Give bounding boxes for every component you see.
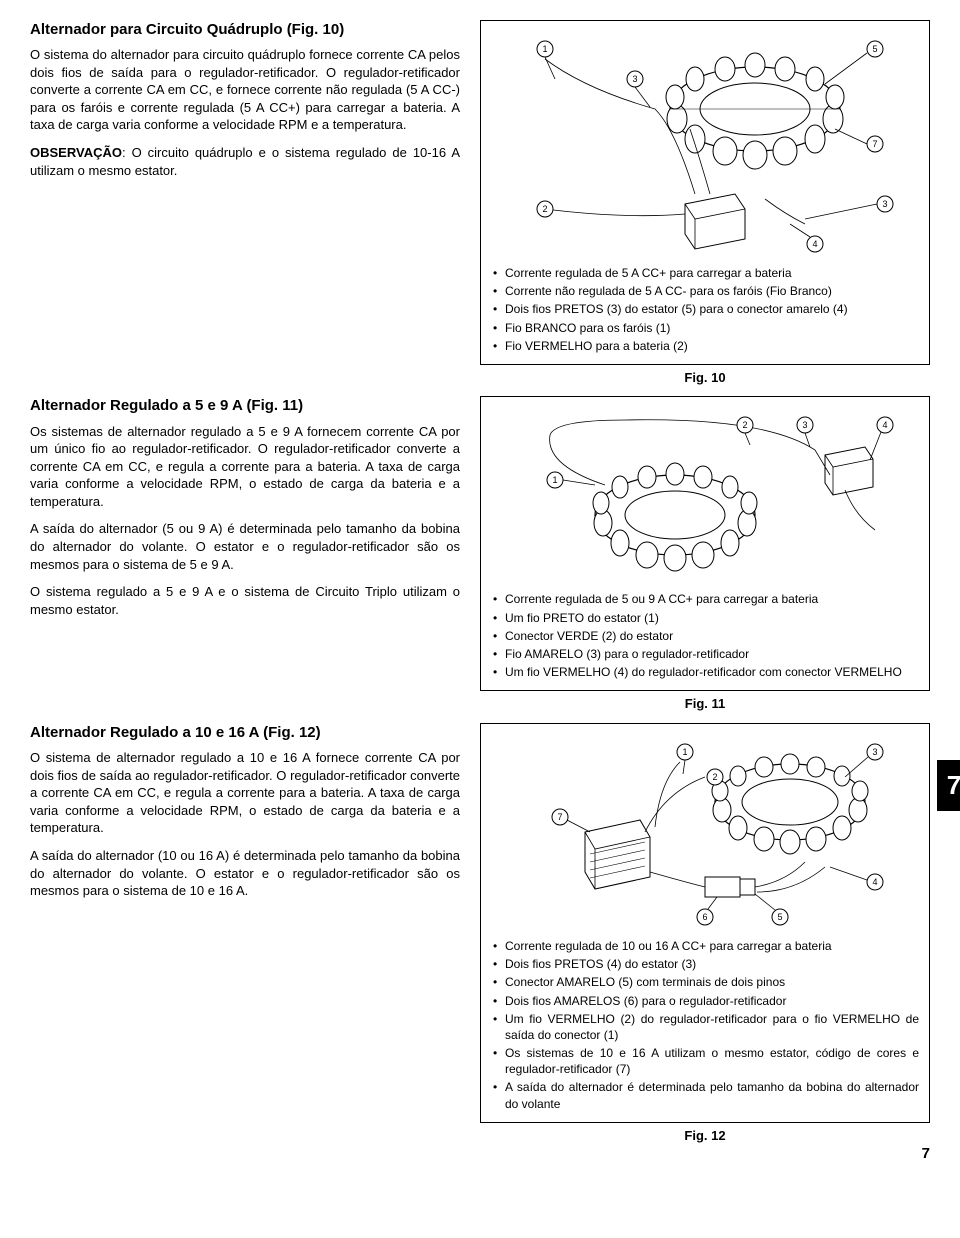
- fig12-bullets: Corrente regulada de 10 ou 16 A CC+ para…: [491, 938, 919, 1112]
- fig12-b5: Os sistemas de 10 e 16 A utilizam o mesm…: [491, 1045, 919, 1077]
- fig10-c5: 5: [872, 44, 877, 54]
- fig12-b0: Corrente regulada de 10 ou 16 A CC+ para…: [491, 938, 919, 954]
- section3-p1: O sistema de alternador regulado a 10 e …: [30, 749, 460, 837]
- section1-p1: O sistema do alternador para circuito qu…: [30, 46, 460, 134]
- fig10-b0: Corrente regulada de 5 A CC+ para carreg…: [491, 265, 919, 281]
- section2-text: Alternador Regulado a 5 e 9 A (Fig. 11) …: [30, 396, 460, 722]
- fig11-caption: Fig. 11: [480, 695, 930, 713]
- fig12-b1: Dois fios PRETOS (4) do estator (3): [491, 956, 919, 972]
- fig10-wrapper: 1 2 3 5 7 3 4 Corrente regulada de 5 A C…: [480, 20, 930, 396]
- fig11-c3: 3: [802, 420, 807, 430]
- fig10-b3: Fio BRANCO para os faróis (1): [491, 320, 919, 336]
- section2-title: Alternador Regulado a 5 e 9 A (Fig. 11): [30, 396, 460, 416]
- fig10-c2: 2: [542, 204, 547, 214]
- fig10-caption: Fig. 10: [480, 369, 930, 387]
- fig12-c4: 4: [872, 877, 877, 887]
- section2-p1: Os sistemas de alternador regulado a 5 e…: [30, 423, 460, 511]
- row-section1: Alternador para Circuito Quádruplo (Fig.…: [30, 20, 930, 396]
- section3-title: Alternador Regulado a 10 e 16 A (Fig. 12…: [30, 723, 460, 743]
- fig12-caption: Fig. 12: [480, 1127, 930, 1145]
- fig12-b3: Dois fios AMARELOS (6) para o regulador-…: [491, 993, 919, 1009]
- section3-p2: A saída do alternador (10 ou 16 A) é det…: [30, 847, 460, 900]
- fig10-diagram: 1 2 3 5 7 3 4: [505, 29, 905, 259]
- section1-title: Alternador para Circuito Quádruplo (Fig.…: [30, 20, 460, 40]
- fig12-b6: A saída do alternador é determinada pelo…: [491, 1079, 919, 1111]
- fig11-box: 1 2 3 4 Corrente regulada de 5 ou 9 A CC…: [480, 396, 930, 691]
- section-tab: 7C: [937, 760, 960, 811]
- section1-note: OBSERVAÇÃO: O circuito quádruplo e o sis…: [30, 144, 460, 179]
- section2-p3: O sistema regulado a 5 e 9 A e o sistema…: [30, 583, 460, 618]
- fig10-bullets: Corrente regulada de 5 A CC+ para carreg…: [491, 265, 919, 354]
- fig11-wrapper: 1 2 3 4 Corrente regulada de 5 ou 9 A CC…: [480, 396, 930, 722]
- fig12-c1: 1: [682, 747, 687, 757]
- fig12-c5: 5: [777, 912, 782, 922]
- fig10-b4: Fio VERMELHO para a bateria (2): [491, 338, 919, 354]
- fig10-c3b: 3: [882, 199, 887, 209]
- fig12-c2: 2: [712, 772, 717, 782]
- row-section3: Alternador Regulado a 10 e 16 A (Fig. 12…: [30, 723, 930, 1154]
- fig10-c7: 7: [872, 139, 877, 149]
- fig10-c3: 3: [632, 74, 637, 84]
- fig11-b1: Um fio PRETO do estator (1): [491, 610, 919, 626]
- note-label: OBSERVAÇÃO: [30, 145, 122, 160]
- fig12-c7: 7: [557, 812, 562, 822]
- fig12-c6: 6: [702, 912, 707, 922]
- fig12-diagram: 1 2 3 4 5 6 7: [505, 732, 905, 932]
- section3-text: Alternador Regulado a 10 e 16 A (Fig. 12…: [30, 723, 460, 1154]
- page-number: 7: [922, 1144, 930, 1164]
- fig11-b2: Conector VERDE (2) do estator: [491, 628, 919, 644]
- fig11-b4: Um fio VERMELHO (4) do regulador-retific…: [491, 664, 919, 680]
- fig11-c2: 2: [742, 420, 747, 430]
- section1-text: Alternador para Circuito Quádruplo (Fig.…: [30, 20, 460, 396]
- fig10-box: 1 2 3 5 7 3 4 Corrente regulada de 5 A C…: [480, 20, 930, 365]
- fig10-b2: Dois fios PRETOS (3) do estator (5) para…: [491, 301, 919, 317]
- fig11-bullets: Corrente regulada de 5 ou 9 A CC+ para c…: [491, 591, 919, 680]
- fig10-c1: 1: [542, 44, 547, 54]
- fig12-b4: Um fio VERMELHO (2) do regulador-retific…: [491, 1011, 919, 1043]
- row-section2: Alternador Regulado a 5 e 9 A (Fig. 11) …: [30, 396, 930, 722]
- fig11-diagram: 1 2 3 4: [505, 405, 905, 585]
- fig10-c4: 4: [812, 239, 817, 249]
- fig12-c3: 3: [872, 747, 877, 757]
- fig12-box: 1 2 3 4 5 6 7 Corrente regulada de 10 ou…: [480, 723, 930, 1123]
- fig12-b2: Conector AMARELO (5) com terminais de do…: [491, 974, 919, 990]
- fig11-c1: 1: [552, 475, 557, 485]
- fig11-b0: Corrente regulada de 5 ou 9 A CC+ para c…: [491, 591, 919, 607]
- fig11-c4: 4: [882, 420, 887, 430]
- section2-p2: A saída do alternador (5 ou 9 A) é deter…: [30, 520, 460, 573]
- fig11-b3: Fio AMARELO (3) para o regulador-retific…: [491, 646, 919, 662]
- fig10-b1: Corrente não regulada de 5 A CC- para os…: [491, 283, 919, 299]
- fig12-wrapper: 1 2 3 4 5 6 7 Corrente regulada de 10 ou…: [480, 723, 930, 1154]
